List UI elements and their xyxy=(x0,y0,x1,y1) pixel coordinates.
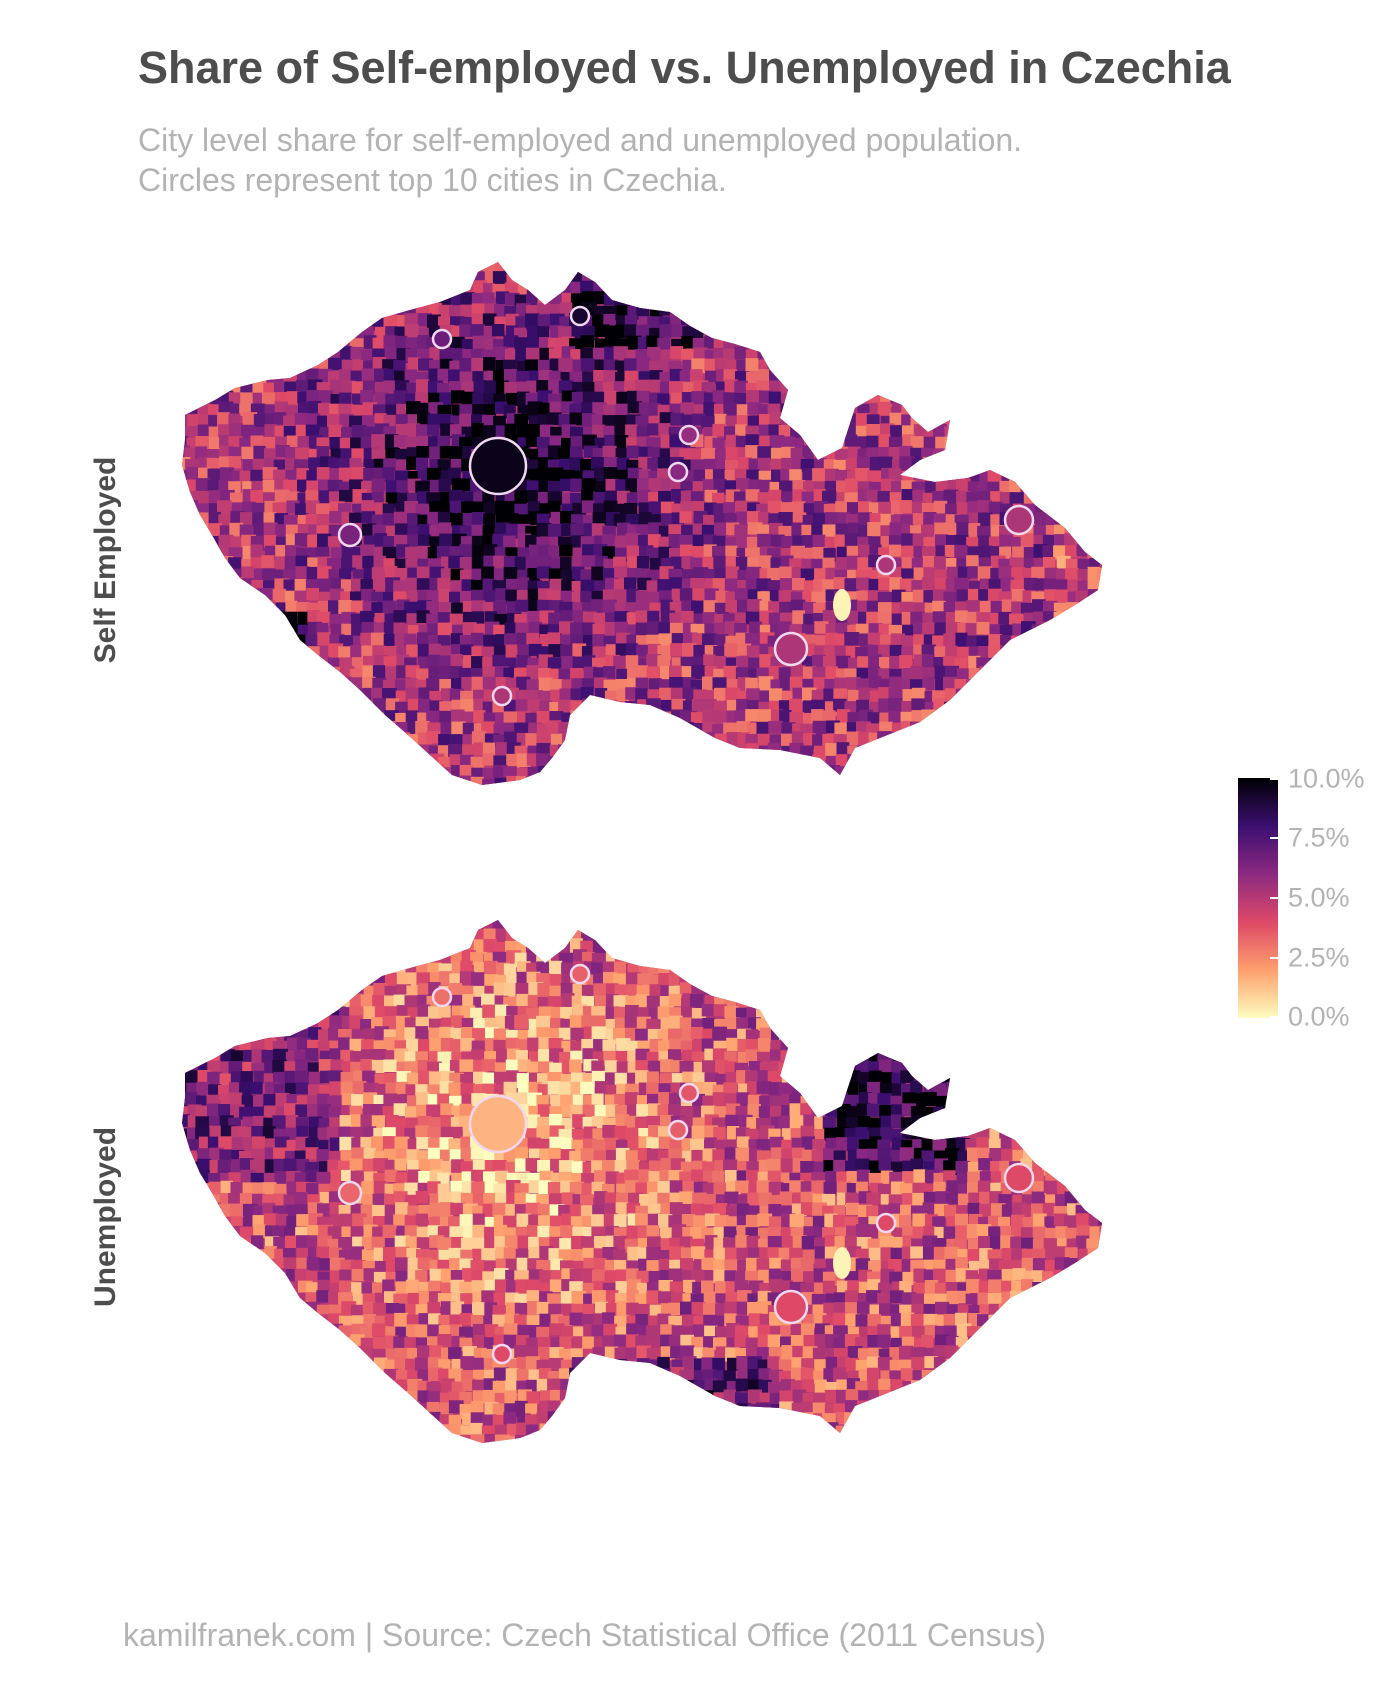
city-circle xyxy=(875,1212,897,1234)
city-circle xyxy=(468,1094,528,1154)
chart-title: Share of Self-employed vs. Unemployed in… xyxy=(138,42,1231,93)
city-circle xyxy=(468,436,528,496)
city-circle xyxy=(337,522,363,548)
city-circle xyxy=(569,305,591,327)
chart-subtitle: City level share for self-employed and u… xyxy=(138,120,1022,200)
city-circle xyxy=(1003,1162,1035,1194)
city-circle xyxy=(678,1082,700,1104)
color-legend: 10.0% 7.5% 5.0% 2.5% 0.0% xyxy=(1238,764,1388,1032)
city-circle xyxy=(569,963,591,985)
city-circle xyxy=(773,631,809,667)
city-circle xyxy=(678,424,700,446)
city-circle xyxy=(875,554,897,576)
map-unemployed xyxy=(182,920,1102,1443)
source-caption: kamilfranek.com | Source: Czech Statisti… xyxy=(123,1617,1047,1653)
city-circle xyxy=(667,461,689,483)
city-circle xyxy=(1003,504,1035,536)
map-self-employed xyxy=(182,262,1102,785)
legend-tick-label: 2.5% xyxy=(1288,942,1350,973)
subtitle-line-1: City level share for self-employed and u… xyxy=(138,122,1023,158)
legend-tick-label: 5.0% xyxy=(1288,882,1350,913)
legend-tick-label: 10.0% xyxy=(1288,763,1365,794)
city-circle xyxy=(773,1289,809,1325)
city-circle xyxy=(431,986,453,1008)
municipality-cells xyxy=(182,920,1102,1443)
city-circle xyxy=(667,1119,689,1141)
legend-tick-label: 7.5% xyxy=(1288,822,1350,853)
city-circle xyxy=(337,1180,363,1206)
city-circle xyxy=(491,685,513,707)
subtitle-line-2: Circles represent top 10 cities in Czech… xyxy=(138,162,727,198)
city-circle xyxy=(491,1343,513,1365)
legend-tick-label: 0.0% xyxy=(1288,1001,1350,1032)
city-circle xyxy=(431,328,453,350)
municipality-cells xyxy=(182,262,1102,785)
